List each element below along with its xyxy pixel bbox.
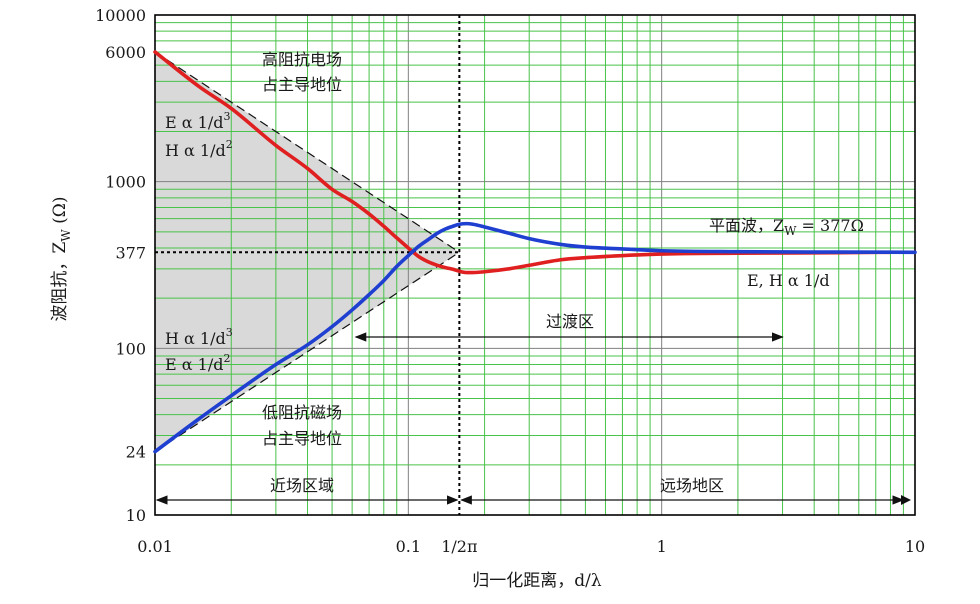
plane-wave-label-tail: = 377Ω xyxy=(796,216,863,235)
x-axis-title: 归一化距离，d/λ xyxy=(472,571,602,591)
low-impedance-label-line1: 低阻抗磁场 xyxy=(262,403,342,422)
y-tick-label: 100 xyxy=(115,339,146,358)
y-tick-label: 10000 xyxy=(95,6,146,25)
far-field-label: 远场地区 xyxy=(660,476,724,495)
x-tick-label: 1/2π xyxy=(441,537,477,556)
high-impedance-label-line2: 占主导地位 xyxy=(262,75,342,94)
near-field-label: 近场区域 xyxy=(270,476,334,495)
x-tick-label: 1 xyxy=(657,537,667,556)
y-axis-title-tail: (Ω) xyxy=(50,197,70,230)
far-field-extra-arrowhead xyxy=(901,495,911,505)
high-impedance-label-line1: 高阻抗电场 xyxy=(262,50,342,69)
magnetic-field-impedance-line xyxy=(153,221,917,454)
y-tick-label: 377 xyxy=(115,243,146,262)
electric-asymptote-line xyxy=(154,51,460,253)
upper-e-relation-main: E α 1/d xyxy=(165,113,223,132)
transition-zone-label: 过渡区 xyxy=(546,312,594,331)
upper-h-relation: H α 1/d2 xyxy=(165,138,233,160)
lower-e-relation-main: E α 1/d xyxy=(165,355,223,374)
low-impedance-label-line2: 占主导地位 xyxy=(262,429,342,448)
y-tick-label: 24 xyxy=(126,443,146,462)
lower-e-relation-exponent: 2 xyxy=(223,352,230,365)
upper-h-relation-main: H α 1/d xyxy=(165,141,226,160)
upper-e-relation: E α 1/d3 xyxy=(165,110,230,132)
magnetic-asymptote-line xyxy=(154,251,460,453)
y-axis-title: 波阻抗，ZW (Ω) xyxy=(50,197,73,322)
plane-wave-label: 平面波，ZW = 377Ω xyxy=(709,216,864,238)
x-tick-label: 10 xyxy=(905,537,925,556)
x-tick-label: 0.1 xyxy=(396,537,421,556)
lower-h-relation-main: H α 1/d xyxy=(165,329,226,348)
y-axis-title-subscript: W xyxy=(59,229,73,242)
electric-field-impedance-line xyxy=(153,50,893,275)
y-axis-title-main: 波阻抗，Z xyxy=(50,241,70,321)
y-tick-label: 6000 xyxy=(105,43,146,62)
plane-wave-label-main: 平面波，Z xyxy=(709,216,784,235)
plot-frame xyxy=(154,14,916,516)
lower-h-relation-exponent: 3 xyxy=(226,326,233,339)
lower-e-relation: E α 1/d2 xyxy=(165,352,230,374)
x-tick-label: 0.01 xyxy=(137,537,173,556)
far-field-relation: E, H α 1/d xyxy=(747,271,830,290)
y-tick-label: 10 xyxy=(126,506,146,525)
lower-h-relation: H α 1/d3 xyxy=(165,326,233,348)
y-tick-label: 1000 xyxy=(105,173,146,192)
upper-e-relation-exponent: 3 xyxy=(223,110,230,123)
plane-wave-label-subscript: W xyxy=(784,224,797,238)
upper-h-relation-exponent: 2 xyxy=(226,138,233,151)
